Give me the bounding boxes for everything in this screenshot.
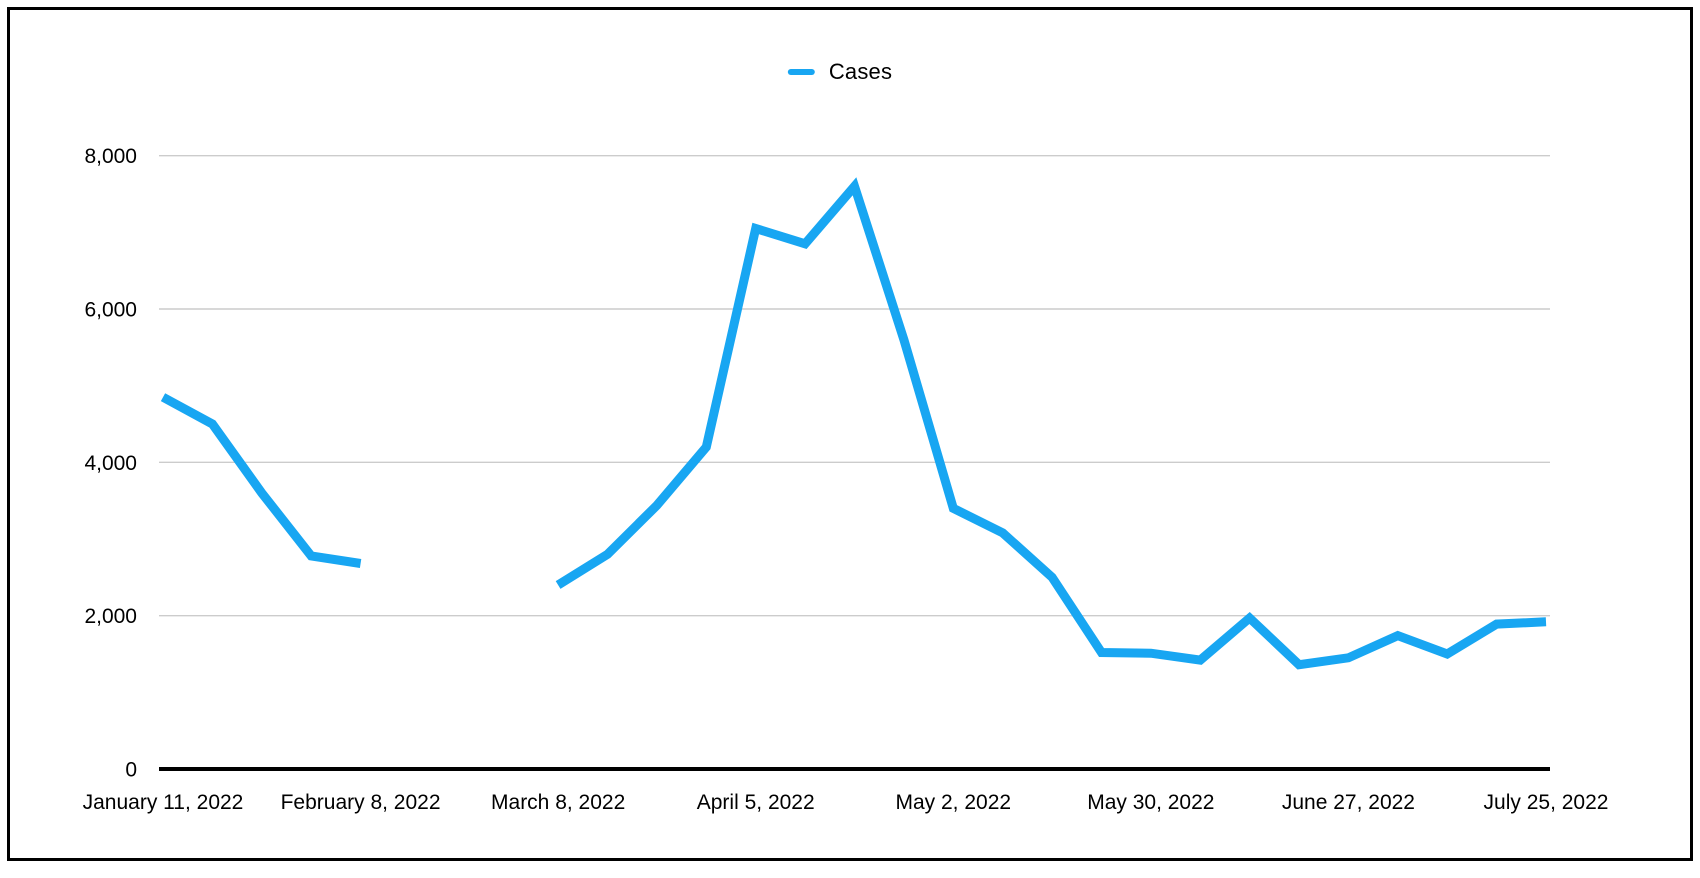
- cases-line-chart: 0 2,000 4,000 6,000 8,000 January 11, 2022 Feb…: [83, 145, 1609, 814]
- x-axis-tick-label: May 2, 2022: [895, 791, 1011, 814]
- y-axis-tick-label: 6,000: [84, 299, 137, 322]
- legend-line-marker: [787, 69, 815, 75]
- series-line-cases: [160, 393, 362, 568]
- x-axis-tick-label: July 25, 2022: [1484, 791, 1609, 814]
- x-axis-tick-label: May 30, 2022: [1087, 791, 1214, 814]
- x-axis-tick-label: April 5, 2022: [697, 791, 815, 814]
- legend-label: Cases: [828, 59, 893, 84]
- x-axis-tick-label: March 8, 2022: [491, 791, 625, 814]
- y-axis-tick-label: 2,000: [84, 605, 137, 628]
- chart-frame: Cases 0 2,000 4,000 6,000 8,000 January 11, 2…: [7, 7, 1693, 861]
- y-axis-tick-label: 8,000: [84, 145, 137, 168]
- x-axis-tick-label: February 8, 2022: [281, 791, 441, 814]
- x-axis-tick-label: January 11, 2022: [83, 791, 244, 814]
- series-line-cases: [555, 177, 1547, 670]
- y-axis-tick-label: 0: [125, 759, 137, 782]
- y-axis-tick-label: 4,000: [84, 452, 137, 475]
- x-axis-tick-label: June 27, 2022: [1282, 791, 1415, 814]
- legend: Cases: [787, 59, 893, 85]
